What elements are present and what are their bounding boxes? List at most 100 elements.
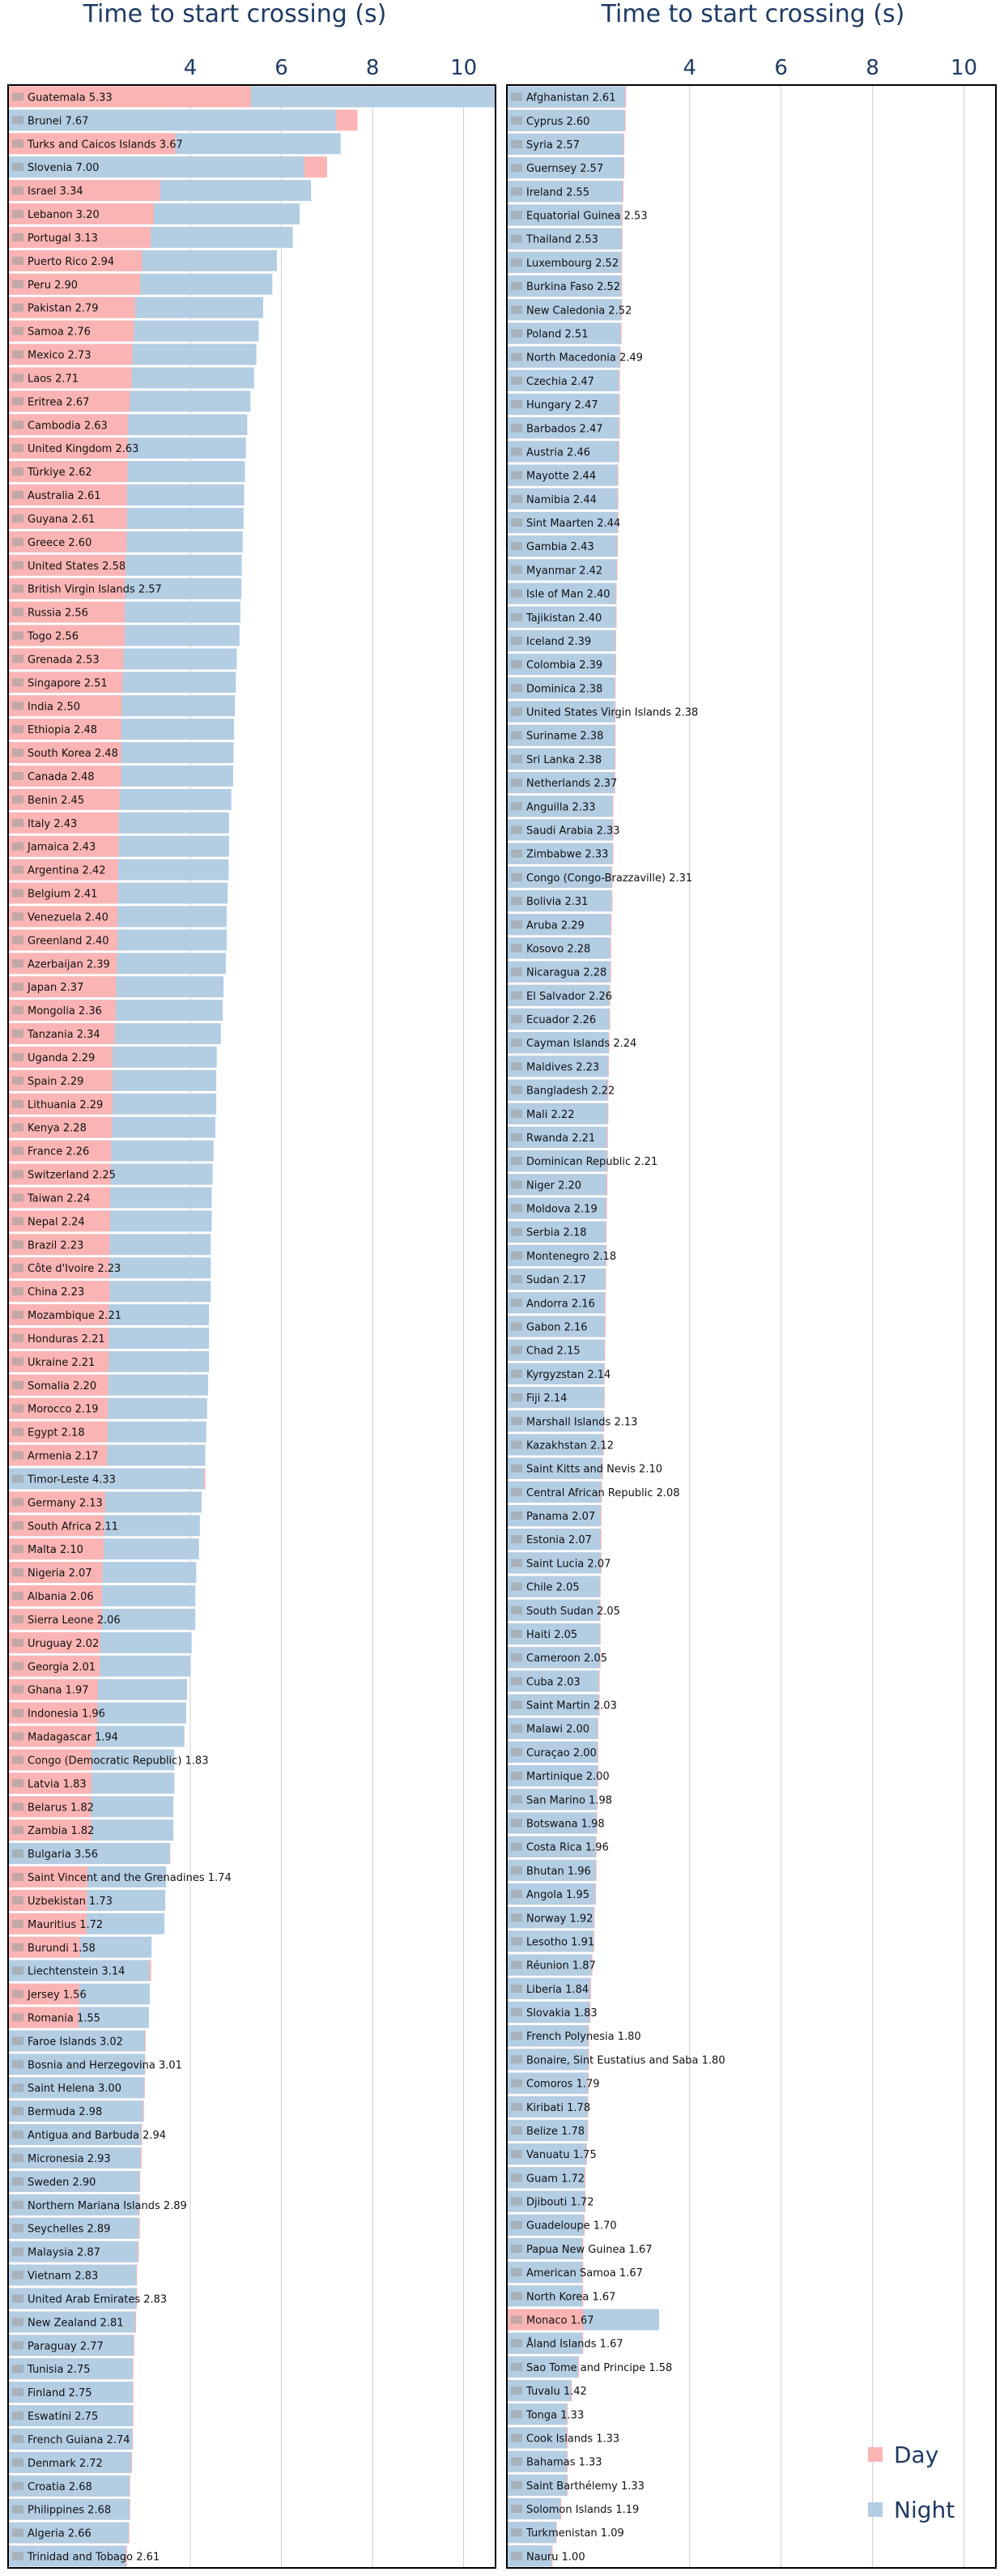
- left-bar-label: Lithuania 2.29: [28, 1099, 103, 1111]
- left-bar-label: Burundi 1.58: [28, 1943, 96, 1955]
- right-flag-icon: [511, 1724, 522, 1733]
- left-flag-icon: [12, 256, 23, 265]
- right-bar-label: Malawi 2.00: [526, 1724, 589, 1736]
- right-bar-label: Iceland 2.39: [526, 636, 591, 648]
- left-bar-day: [8, 133, 176, 155]
- right-bar-night: [507, 1363, 604, 1384]
- left-flag-icon: [12, 116, 23, 125]
- left-bar-day: [8, 1585, 102, 1606]
- left-flag-icon: [12, 1052, 23, 1061]
- left-bar-label: Paraguay 2.77: [28, 2340, 104, 2352]
- left-bar-day: [8, 1374, 108, 1396]
- right-flag-icon: [511, 1700, 522, 1709]
- left-bar-label: Ghana 1.97: [28, 1685, 89, 1697]
- right-flag-icon: [511, 518, 522, 527]
- right-bar-night: [507, 488, 618, 510]
- left-bar-day: [8, 1397, 108, 1419]
- right-flag-icon: [511, 1251, 522, 1260]
- right-bar-label: Montenegro 2.18: [526, 1251, 616, 1263]
- left-flag-icon: [12, 2224, 23, 2233]
- right-flag-icon: [511, 1204, 522, 1213]
- left-plot-frame: [7, 84, 496, 2569]
- right-flag-icon: [511, 2126, 522, 2135]
- left-flag-icon: [12, 1779, 23, 1788]
- right-flag-icon: [511, 2505, 522, 2514]
- right-bar-label: American Samoa 1.67: [526, 2267, 643, 2280]
- left-bar-label: Greece 2.60: [28, 537, 91, 549]
- left-bar-night: [8, 2522, 129, 2544]
- left-flag-icon: [12, 210, 23, 219]
- left-bar-day: [8, 648, 124, 670]
- right-flag-icon: [511, 352, 522, 361]
- right-flag-icon: [511, 849, 522, 858]
- left-bar-day: [8, 461, 128, 483]
- right-bar-label: Botswana 1.98: [526, 1819, 605, 1831]
- left-bar-day: [8, 953, 117, 975]
- left-bar-night: [8, 2241, 138, 2263]
- right-flag-icon: [511, 211, 522, 220]
- right-flag-icon: [511, 1157, 522, 1166]
- right-bar-night: [507, 1008, 610, 1030]
- left-bar-day: [8, 1328, 109, 1349]
- right-bar-label: Nauru 1.00: [526, 2551, 585, 2563]
- left-bar-day: [8, 1069, 113, 1091]
- right-bar-label: Cameroon 2.05: [526, 1653, 607, 1665]
- left-bar-night: [8, 2405, 133, 2427]
- left-bar-label: Argentina 2.42: [28, 865, 106, 877]
- left-bar-day: [8, 1491, 105, 1513]
- right-flag-icon: [511, 2386, 522, 2395]
- right-bar-label: United States Virgin Islands 2.38: [526, 707, 698, 719]
- right-bar-label: Angola 1.95: [526, 1889, 589, 1901]
- right-flag-icon: [511, 1960, 522, 1969]
- left-flag-icon: [12, 1030, 23, 1039]
- left-flag-icon: [12, 350, 23, 359]
- left-bar-label: Malta 2.10: [28, 1544, 83, 1556]
- left-flag-icon: [12, 2013, 23, 2022]
- right-flag-icon: [511, 1913, 522, 1922]
- right-flag-icon: [511, 139, 522, 148]
- left-bar-night: [8, 2288, 137, 2309]
- right-bar-label: Serbia 2.18: [526, 1227, 587, 1239]
- right-bar-label: Liberia 1.84: [526, 1984, 589, 1996]
- legend-item-day[interactable]: Day: [868, 2438, 955, 2471]
- right-bar-night: [507, 961, 610, 983]
- right-flag-icon: [511, 1512, 522, 1520]
- legend-item-night[interactable]: Night: [868, 2493, 955, 2526]
- right-bar-label: Tajikistan 2.40: [525, 612, 602, 625]
- right-bar-label: Papua New Guinea 1.67: [526, 2244, 653, 2256]
- right-bar-label: Luxembourg 2.52: [526, 258, 619, 270]
- right-bar-label: Haiti 2.05: [526, 1629, 577, 1641]
- left-bar-label: Romania 1.55: [28, 2012, 100, 2024]
- right-bar-night: [507, 1102, 608, 1124]
- left-bar-day: [8, 203, 155, 224]
- left-bar-label: Liechtenstein 3.14: [28, 1966, 125, 1978]
- left-bar-label: Pakistan 2.79: [28, 303, 99, 315]
- right-flag-icon: [511, 2410, 522, 2419]
- left-bar-label: Guyana 2.61: [28, 514, 95, 526]
- left-bar-label: Uzbekistan 1.73: [28, 1896, 113, 1908]
- right-bar-night: [507, 677, 615, 699]
- right-bar-night: [507, 322, 621, 344]
- left-flag-icon: [12, 655, 23, 663]
- left-flag-icon: [12, 1685, 23, 1694]
- right-bar-label: Suriname 2.38: [526, 731, 603, 743]
- right-flag-icon: [511, 1275, 522, 1284]
- left-bar-label: Seychelles 2.89: [28, 2224, 110, 2236]
- left-bar-day: [8, 1562, 103, 1584]
- left-bar-night: [8, 2335, 134, 2356]
- left-bar-label: Sweden 2.90: [28, 2177, 96, 2189]
- right-flag-icon: [511, 258, 522, 267]
- right-bar-night: [507, 795, 613, 817]
- right-flag-icon: [511, 282, 522, 291]
- right-bar-label: Niger 2.20: [526, 1179, 581, 1192]
- right-flag-icon: [511, 2008, 522, 2017]
- right-bar-night: [507, 535, 618, 557]
- right-bar-night: [507, 1316, 605, 1337]
- right-flag-icon: [511, 2102, 522, 2111]
- right-flag-icon: [511, 1795, 522, 1804]
- left-flag-icon: [12, 2130, 23, 2139]
- right-bar-label: Ireland 2.55: [526, 186, 589, 198]
- left-flag-icon: [12, 2365, 23, 2373]
- left-flag-icon: [12, 2341, 23, 2350]
- right-flag-icon: [511, 754, 522, 763]
